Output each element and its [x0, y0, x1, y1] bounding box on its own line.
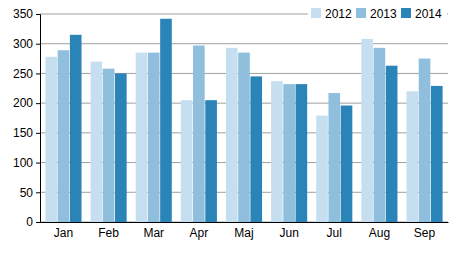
bar — [271, 81, 283, 222]
y-axis: 0 50 100 150 200 250 300 350 — [13, 7, 41, 229]
axis-line — [36, 15, 41, 223]
tick-label: Jan — [54, 226, 73, 240]
tick-label: 150 — [13, 126, 33, 140]
chart: 050100150200250300350JanFebMarAprMajJunJ… — [0, 0, 454, 253]
bar — [45, 57, 57, 222]
tick: Sep — [414, 222, 436, 240]
tick: 250 — [13, 67, 40, 81]
tick-mark — [36, 14, 40, 15]
legend-item: 2013 — [356, 7, 397, 21]
tick: Apr — [190, 222, 209, 240]
legend-swatch — [311, 8, 321, 18]
bar — [103, 69, 115, 222]
tick: 50 — [20, 186, 40, 200]
x-axis: Jan Feb Mar Apr Maj Jun Jul Aug Sep — [41, 222, 449, 240]
bar — [361, 39, 373, 222]
bar — [136, 53, 148, 222]
legend-label: 2013 — [370, 7, 397, 21]
bar — [205, 100, 217, 222]
legend-item: 2014 — [401, 7, 442, 21]
tick-label: 300 — [13, 37, 33, 51]
tick: Feb — [98, 222, 119, 240]
tick-label: 250 — [13, 67, 33, 81]
bar — [341, 106, 353, 222]
tick-mark — [36, 222, 40, 223]
bar — [250, 76, 262, 222]
bar — [58, 50, 70, 222]
tick-label: 0 — [26, 215, 33, 229]
bar — [160, 19, 172, 222]
tick: Jul — [327, 222, 342, 240]
tick-label: 350 — [13, 7, 33, 21]
bar — [91, 62, 103, 222]
tick: Jan — [54, 222, 73, 240]
bar — [115, 73, 127, 222]
tick-label: Feb — [98, 226, 119, 240]
grid-line — [40, 43, 448, 44]
tick-mark — [36, 192, 40, 193]
tick-label: 50 — [20, 186, 34, 200]
bar — [374, 48, 386, 222]
tick-mark — [36, 163, 40, 164]
tick-label: Aug — [369, 226, 390, 240]
tick-mark — [36, 44, 40, 45]
tick-label: Mar — [143, 226, 164, 240]
tick-mark — [36, 133, 40, 134]
legend-label: 2012 — [325, 7, 352, 21]
legend: 2012 2013 2014 — [308, 4, 447, 22]
bar — [296, 84, 308, 222]
tick-label: 200 — [13, 96, 33, 110]
tick: Aug — [369, 222, 390, 240]
tick: 100 — [13, 156, 40, 170]
legend-background — [308, 4, 447, 22]
grid — [40, 14, 448, 222]
bar — [328, 93, 340, 222]
bar — [148, 53, 160, 222]
tick: 200 — [13, 96, 40, 110]
bar — [431, 86, 443, 222]
tick: 150 — [13, 126, 40, 140]
bar — [386, 66, 398, 222]
tick: Jun — [279, 222, 298, 240]
tick: Maj — [234, 222, 253, 240]
tick-label: Sep — [414, 226, 436, 240]
legend-swatch — [356, 8, 366, 18]
tick-label: Jul — [327, 226, 342, 240]
bar — [406, 91, 418, 222]
bar — [419, 59, 431, 222]
tick: 350 — [13, 7, 40, 21]
axis-line — [41, 222, 449, 223]
bar — [238, 53, 250, 222]
tick-label: Apr — [190, 226, 209, 240]
tick-mark — [36, 73, 40, 74]
bar — [193, 45, 205, 222]
bar — [316, 116, 328, 222]
tick-mark — [36, 103, 40, 104]
bar — [226, 48, 238, 222]
legend-swatch — [401, 8, 411, 18]
bar — [181, 100, 193, 222]
tick: 0 — [26, 215, 40, 229]
bars — [45, 19, 442, 222]
tick: 300 — [13, 37, 40, 51]
tick: Mar — [143, 222, 164, 240]
bar — [283, 84, 295, 222]
tick-label: Jun — [279, 226, 298, 240]
legend-label: 2014 — [415, 7, 442, 21]
tick-label: Maj — [234, 226, 253, 240]
legend-item: 2012 — [311, 7, 352, 21]
tick-label: 100 — [13, 156, 33, 170]
bar — [70, 35, 82, 222]
